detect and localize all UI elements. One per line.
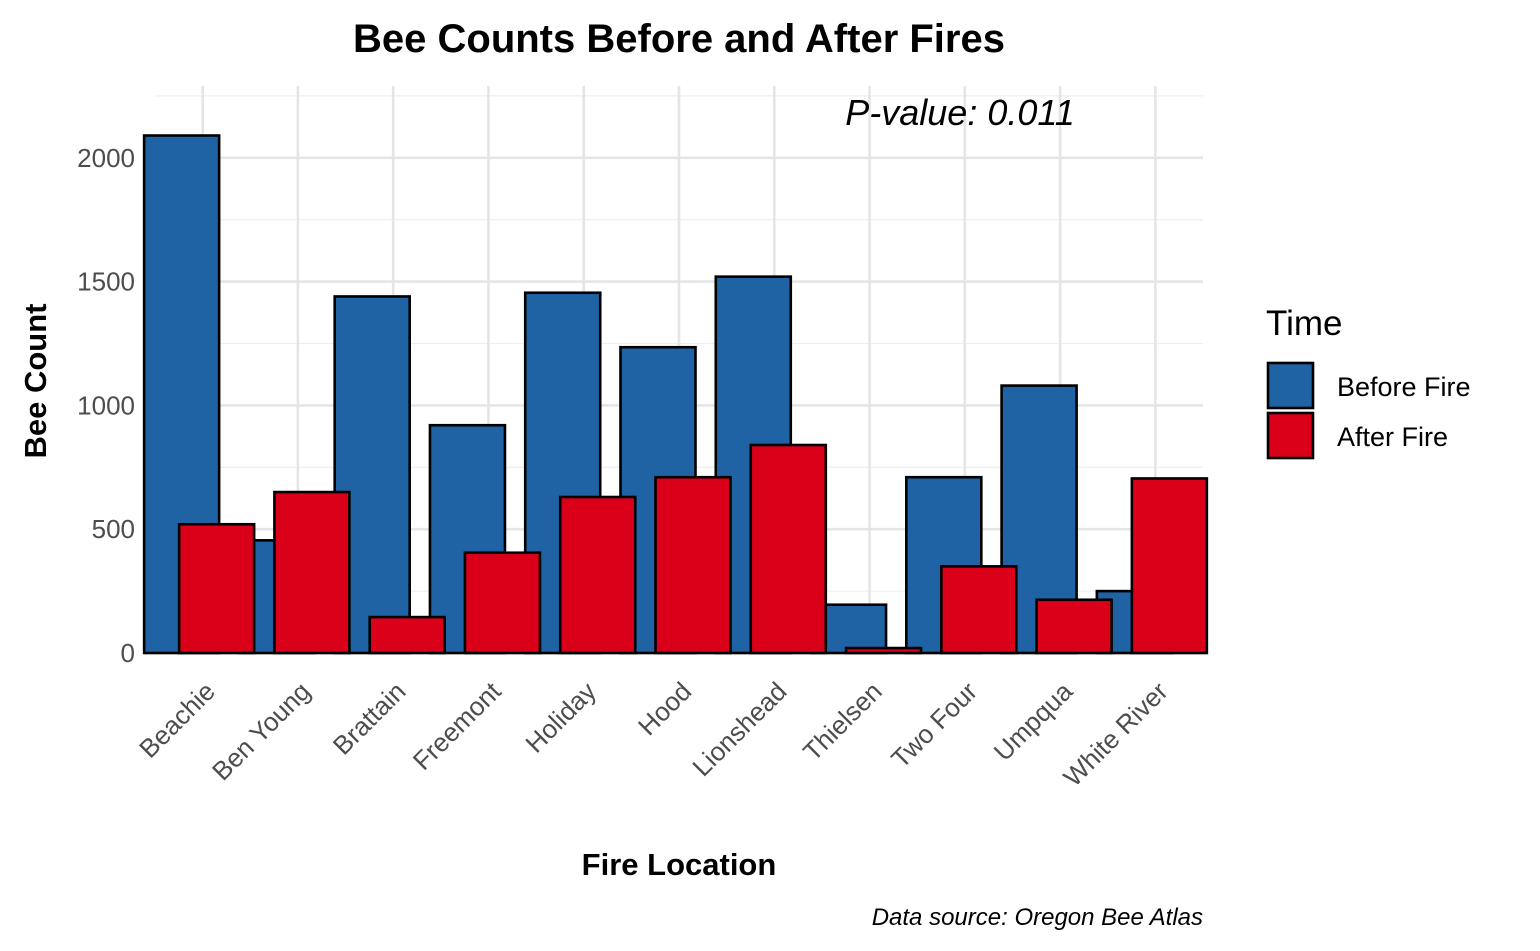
x-tick-label: Ben Young [206, 676, 316, 786]
legend: Time Before Fire After Fire [1266, 304, 1471, 460]
bar-after-fire-beachie [177, 522, 256, 655]
x-tick-label: Thielsen [797, 676, 888, 767]
bars [142, 134, 1209, 655]
x-tick-label: Brattain [327, 676, 412, 761]
bar-after-fire-holiday [558, 495, 637, 655]
y-axis-title: Bee Count [18, 304, 53, 459]
bar-after-fire-white-river [1130, 477, 1209, 655]
legend-label: After Fire [1337, 422, 1448, 452]
legend-key-after-fire [1266, 411, 1315, 460]
legend-key-before-fire [1266, 361, 1315, 410]
x-tick-label: Two Four [885, 676, 983, 774]
bar-after-fire-ben-young [273, 490, 351, 655]
y-tick-label: 500 [92, 514, 135, 544]
bar-after-fire-freemont [463, 551, 542, 655]
bar-after-fire-brattain [368, 615, 446, 655]
bar-after-fire-thielsen [844, 646, 923, 655]
x-tick-label: Umpqua [988, 676, 1079, 767]
y-tick-label: 1500 [77, 267, 135, 297]
y-axis-ticks: 0 500 1000 1500 2000 [77, 143, 135, 668]
legend-label: Before Fire [1337, 372, 1471, 402]
bar-after-fire-two-four [940, 565, 1018, 655]
legend-title: Time [1266, 304, 1342, 343]
x-tick-label: Hood [632, 676, 697, 741]
x-tick-label: White River [1057, 676, 1173, 792]
x-axis-title: Fire Location [582, 847, 777, 882]
x-tick-label: Lionshead [686, 676, 792, 782]
caption: Data source: Oregon Bee Atlas [872, 904, 1203, 931]
y-tick-label: 2000 [77, 143, 135, 173]
bar-after-fire-lionshead [749, 443, 828, 655]
x-tick-label: Beachie [133, 676, 221, 764]
x-tick-label: Freemont [407, 675, 507, 775]
p-value-annotation: P-value: 0.011 [845, 92, 1074, 133]
chart-title: Bee Counts Before and After Fires [353, 17, 1005, 61]
bar-after-fire-umpqua [1035, 598, 1113, 655]
bar-after-fire-hood [654, 475, 732, 655]
x-tick-label: Holiday [519, 676, 602, 759]
y-tick-label: 1000 [77, 390, 135, 420]
y-tick-label: 0 [121, 638, 135, 668]
